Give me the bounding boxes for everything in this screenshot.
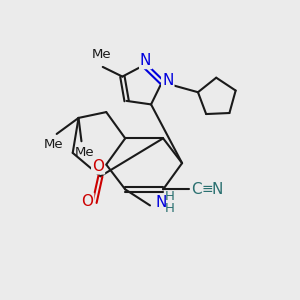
Text: C: C	[191, 182, 202, 197]
Text: N: N	[155, 195, 167, 210]
Text: O: O	[81, 194, 93, 208]
Text: Me: Me	[44, 138, 63, 151]
Text: ≡: ≡	[202, 182, 213, 197]
Text: O: O	[92, 158, 104, 173]
Text: Me: Me	[75, 146, 95, 159]
Text: H: H	[165, 190, 175, 202]
Text: N: N	[211, 182, 223, 197]
Text: N: N	[162, 73, 173, 88]
Text: N: N	[140, 53, 152, 68]
Text: Me: Me	[92, 47, 111, 61]
Text: H: H	[165, 202, 175, 215]
